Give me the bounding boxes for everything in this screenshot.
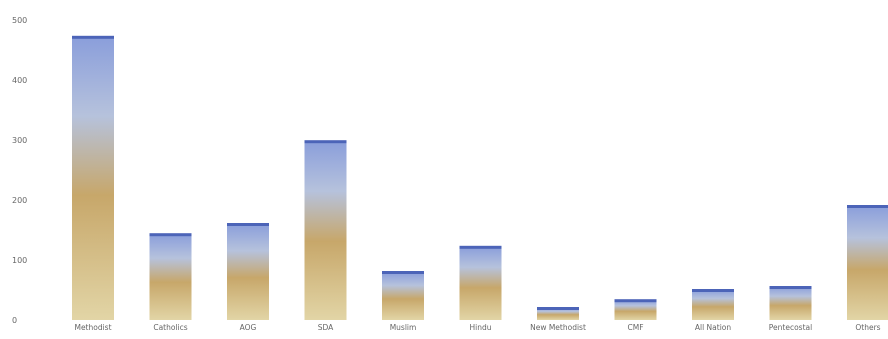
- x-tick-label: All Nation: [695, 323, 732, 332]
- x-tick-label: Hindu: [470, 323, 492, 332]
- y-tick-label: 100: [12, 256, 27, 265]
- bar-new-methodist: [537, 308, 579, 320]
- bar-muslim: [382, 272, 424, 320]
- x-tick-label: Pentecostal: [769, 323, 812, 332]
- bar-cap: [382, 271, 424, 274]
- y-tick-label: 0: [12, 316, 17, 325]
- bar-catholics: [149, 234, 192, 320]
- bar-all-nation: [692, 290, 734, 320]
- y-tick-label: 400: [12, 76, 27, 85]
- bar-aog: [227, 224, 269, 320]
- bar-hindu: [459, 246, 502, 320]
- y-tick-label: 200: [12, 196, 27, 205]
- bar-cap: [227, 223, 269, 226]
- bar-cap: [769, 286, 812, 289]
- x-tick-label: AOG: [240, 323, 257, 332]
- bar-methodist: [72, 36, 114, 321]
- x-tick-label: New Methodist: [530, 323, 586, 332]
- x-tick-label: CMF: [627, 323, 643, 332]
- y-tick-label: 500: [12, 16, 27, 25]
- bar-cap: [614, 299, 657, 303]
- bars-group: [72, 35, 888, 321]
- bar-cap: [537, 307, 579, 310]
- x-tick-label: Others: [855, 323, 880, 332]
- x-tick-label: Muslim: [390, 323, 417, 332]
- x-tick-label: Catholics: [153, 323, 187, 332]
- x-tick-label: SDA: [318, 323, 334, 332]
- bar-cap: [847, 205, 888, 208]
- bar-cap: [459, 245, 502, 249]
- bar-pentecostal: [769, 287, 812, 320]
- x-tick-label: Methodist: [74, 323, 111, 332]
- bar-cap: [149, 233, 192, 237]
- x-axis: Methodist Catholics AOG SDA Muslim Hindu New M…: [74, 323, 880, 332]
- bar-sda: [304, 141, 347, 320]
- bar-cmf: [614, 300, 657, 320]
- bar-others: [847, 206, 888, 320]
- y-axis: 0 100 200 300 400 500: [12, 16, 27, 325]
- bar-cap: [72, 35, 114, 39]
- bar-cap: [304, 140, 347, 144]
- y-tick-label: 300: [12, 136, 27, 145]
- bar-cap: [692, 289, 734, 292]
